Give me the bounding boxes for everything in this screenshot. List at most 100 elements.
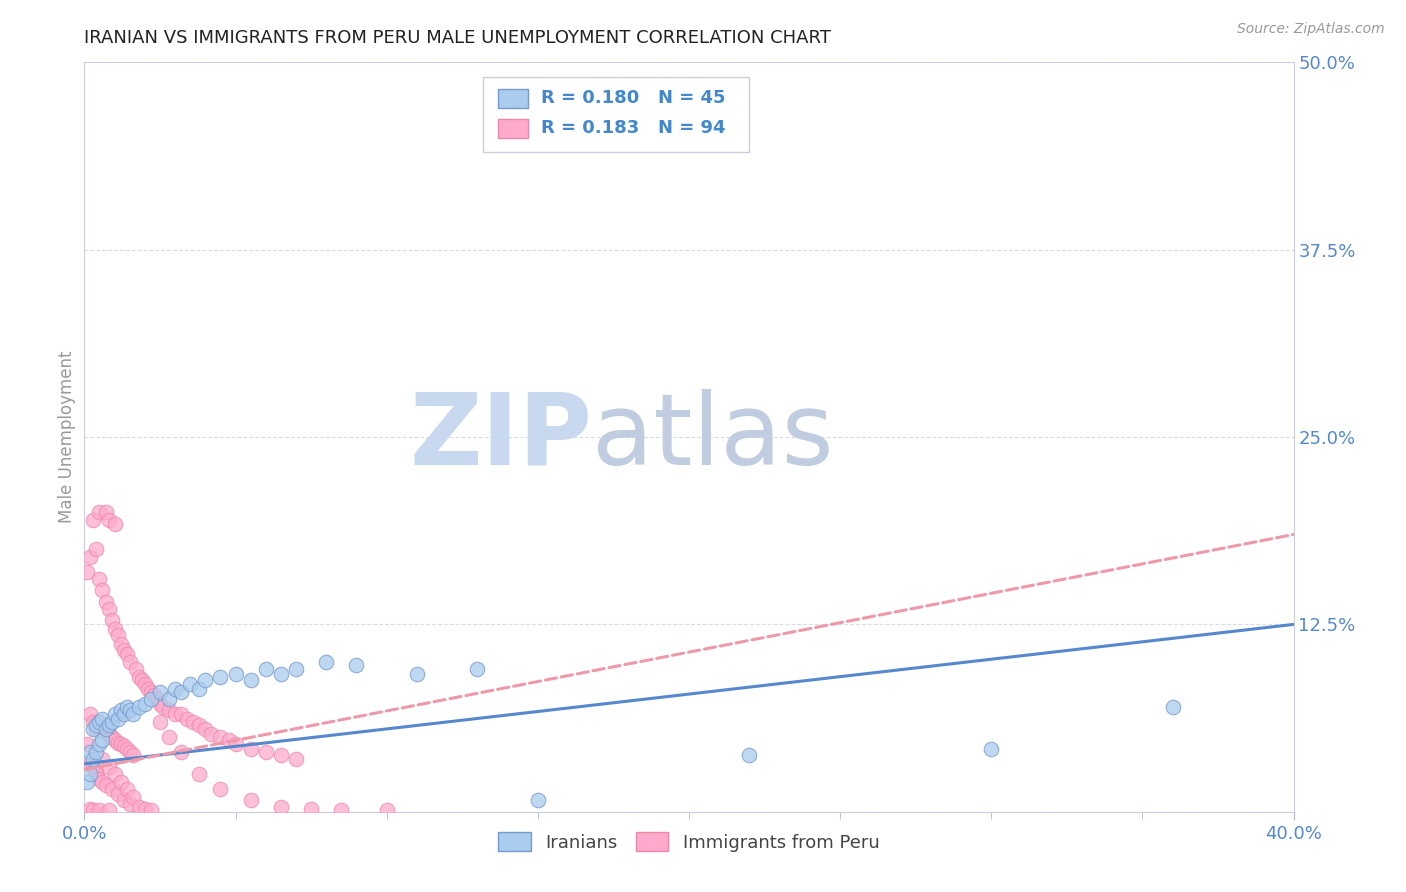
Point	[194, 673, 217, 687]
Point	[218, 732, 240, 747]
Point	[79, 767, 101, 781]
Point	[79, 802, 101, 816]
Point	[131, 673, 153, 687]
Point	[94, 595, 117, 609]
Point	[136, 681, 159, 696]
Point	[91, 582, 114, 597]
Point	[270, 747, 292, 762]
Point	[107, 712, 129, 726]
Point	[270, 800, 292, 814]
Point	[285, 752, 308, 766]
Point	[86, 542, 108, 557]
Point	[82, 752, 104, 766]
Point	[149, 697, 172, 711]
Point	[104, 732, 127, 747]
FancyBboxPatch shape	[484, 78, 749, 153]
Point	[139, 685, 162, 699]
Text: atlas: atlas	[592, 389, 834, 485]
Point	[97, 727, 120, 741]
Point	[375, 803, 398, 817]
Point	[179, 677, 201, 691]
Point	[82, 760, 104, 774]
Point	[82, 723, 104, 737]
Y-axis label: Male Unemployment: Male Unemployment	[58, 351, 76, 524]
Point	[209, 670, 232, 684]
Point	[170, 745, 193, 759]
Point	[176, 712, 198, 726]
Point	[239, 793, 262, 807]
Point	[149, 714, 172, 729]
Point	[121, 789, 143, 804]
Point	[86, 745, 108, 759]
Point	[142, 688, 165, 702]
Point	[165, 707, 187, 722]
Point	[112, 643, 135, 657]
Point	[330, 803, 353, 817]
Point	[76, 774, 98, 789]
Point	[86, 763, 108, 777]
Point	[128, 699, 150, 714]
Text: IRANIAN VS IMMIGRANTS FROM PERU MALE UNEMPLOYMENT CORRELATION CHART: IRANIAN VS IMMIGRANTS FROM PERU MALE UNE…	[84, 29, 831, 47]
Point	[89, 714, 111, 729]
Point	[1161, 699, 1184, 714]
Point	[79, 707, 101, 722]
Point	[97, 602, 120, 616]
Point	[104, 622, 127, 636]
Point	[118, 655, 141, 669]
Point	[94, 723, 117, 737]
Point	[134, 802, 156, 816]
Point	[112, 793, 135, 807]
Point	[134, 677, 156, 691]
Point	[79, 745, 101, 759]
Point	[104, 707, 127, 722]
Point	[107, 736, 129, 750]
Point	[97, 512, 120, 526]
Point	[89, 803, 111, 817]
Point	[118, 745, 141, 759]
Point	[82, 803, 104, 817]
Point	[139, 692, 162, 706]
Legend: Iranians, Immigrants from Peru: Iranians, Immigrants from Peru	[491, 825, 887, 859]
Point	[270, 666, 292, 681]
Point	[104, 767, 127, 781]
Point	[194, 723, 217, 737]
Point	[467, 662, 489, 676]
Point	[128, 670, 150, 684]
Point	[89, 737, 111, 751]
Point	[527, 793, 550, 807]
Point	[94, 778, 117, 792]
Point	[115, 741, 138, 756]
Point	[118, 797, 141, 812]
Point	[97, 760, 120, 774]
Point	[157, 730, 180, 744]
Point	[738, 747, 761, 762]
Point	[86, 767, 108, 781]
Point	[149, 685, 172, 699]
Point	[100, 714, 122, 729]
Point	[112, 707, 135, 722]
Point	[128, 800, 150, 814]
Point	[188, 681, 211, 696]
Point	[170, 685, 193, 699]
Point	[980, 741, 1002, 756]
Point	[121, 747, 143, 762]
Point	[97, 718, 120, 732]
Point	[76, 737, 98, 751]
Point	[239, 741, 262, 756]
Point	[110, 774, 132, 789]
Point	[118, 703, 141, 717]
Point	[239, 673, 262, 687]
Point	[165, 681, 187, 696]
Point	[89, 573, 111, 587]
Point	[112, 739, 135, 753]
Point	[115, 699, 138, 714]
Point	[91, 752, 114, 766]
Point	[91, 718, 114, 732]
Text: Source: ZipAtlas.com: Source: ZipAtlas.com	[1237, 22, 1385, 37]
Point	[134, 697, 156, 711]
Point	[89, 714, 111, 729]
Point	[91, 774, 114, 789]
Point	[121, 707, 143, 722]
Point	[79, 756, 101, 771]
Point	[97, 803, 120, 817]
